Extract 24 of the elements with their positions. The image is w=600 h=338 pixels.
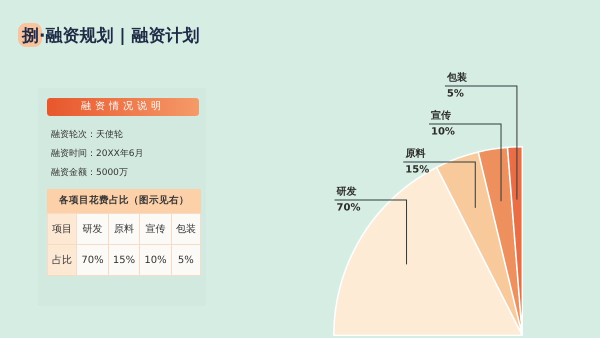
- text: 占比: [48, 244, 77, 276]
- text: 5%: [178, 254, 194, 266]
- category-label: 原料: [108, 214, 140, 244]
- text: 70%: [81, 254, 104, 266]
- data-label: 70%: [336, 202, 360, 214]
- text: 项目: [48, 214, 77, 244]
- slice-label: 原料: [404, 148, 426, 160]
- data-label: 15%: [405, 164, 430, 176]
- text: 10%: [144, 254, 167, 266]
- text: 融资时间：20XX年6月: [51, 148, 145, 161]
- category-label: 包装: [171, 214, 200, 244]
- text: 融资情况说明: [47, 98, 199, 116]
- category-label: 研发: [76, 214, 108, 244]
- data-label: 5%: [446, 88, 464, 100]
- slice-label: 研发: [336, 186, 357, 198]
- data-label: 10%: [431, 126, 455, 138]
- text: 各项目花费占比（图示见右）: [47, 189, 201, 213]
- slice-label: 包装: [446, 72, 468, 84]
- slice-label: 宣传: [431, 110, 452, 122]
- text: 融资轮次：天使轮: [51, 128, 124, 142]
- category-label: 宣传: [140, 214, 172, 244]
- text: 15%: [112, 254, 136, 266]
- text: 捌·融资规划 | 融资计划: [22, 25, 200, 47]
- text: 融资金额：5000万: [51, 166, 129, 180]
